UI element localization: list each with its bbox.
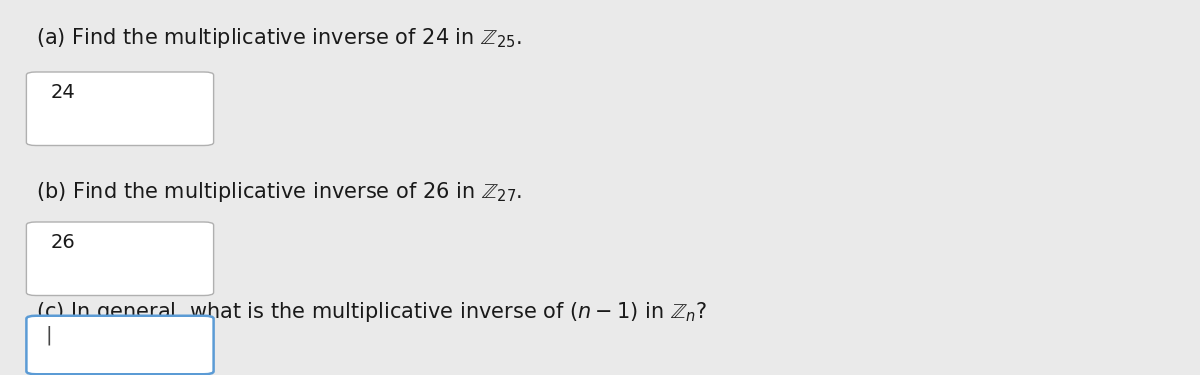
FancyBboxPatch shape — [26, 222, 214, 296]
Text: 24: 24 — [50, 82, 76, 102]
Text: (a) Find the multiplicative inverse of 24 in $\mathbb{Z}_{25}$.: (a) Find the multiplicative inverse of 2… — [36, 26, 522, 50]
FancyBboxPatch shape — [26, 316, 214, 374]
Text: |: | — [46, 326, 53, 345]
FancyBboxPatch shape — [26, 72, 214, 146]
Text: 26: 26 — [50, 232, 76, 252]
Text: (c) In general, what is the multiplicative inverse of $(n - 1)$ in $\mathbb{Z}_n: (c) In general, what is the multiplicati… — [36, 300, 707, 324]
Text: (b) Find the multiplicative inverse of 26 in $\mathbb{Z}_{27}$.: (b) Find the multiplicative inverse of 2… — [36, 180, 522, 204]
